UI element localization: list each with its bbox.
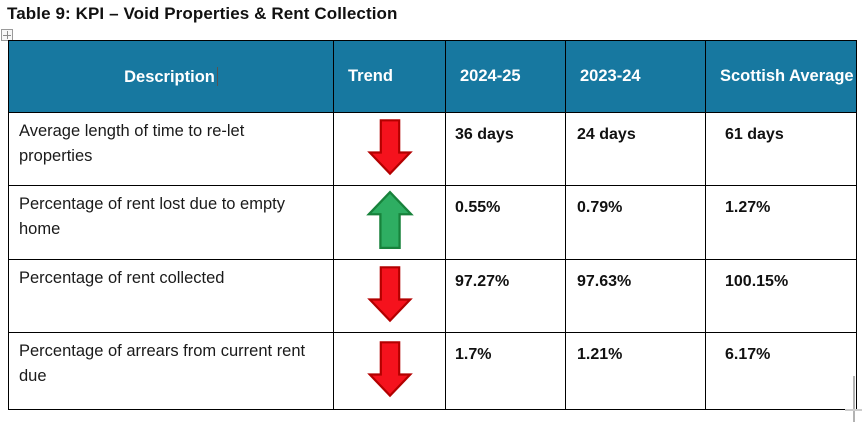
value-scottish-average[interactable]: 100.15%: [705, 259, 857, 333]
header-description[interactable]: Description: [8, 40, 334, 113]
kpi-table: Description Trend 2024-25 2023-24 Scotti…: [8, 40, 857, 410]
header-scottish-average[interactable]: Scottish Average: [705, 40, 857, 113]
table-row: Percentage of rent collected 97.27% 97.6…: [8, 259, 857, 333]
header-row: Description Trend 2024-25 2023-24 Scotti…: [8, 40, 857, 113]
value-scottish-average[interactable]: 61 days: [705, 112, 857, 186]
value-2024-25[interactable]: 1.7%: [445, 332, 566, 410]
table-resize-handle[interactable]: [845, 409, 862, 411]
row-description[interactable]: Average length of time to re-let propert…: [8, 112, 334, 186]
value-2023-24[interactable]: 24 days: [565, 112, 706, 186]
header-trend[interactable]: Trend: [333, 40, 446, 113]
value-scottish-average[interactable]: 6.17%: [705, 332, 857, 410]
value-2023-24[interactable]: 97.63%: [565, 259, 706, 333]
value-2024-25[interactable]: 36 days: [445, 112, 566, 186]
table-row: Percentage of rent lost due to empty hom…: [8, 185, 857, 260]
text-cursor: [216, 66, 218, 86]
row-description[interactable]: Percentage of rent collected: [8, 259, 334, 333]
trend-cell: [333, 332, 446, 410]
value-scottish-average[interactable]: 1.27%: [705, 185, 857, 260]
value-2024-25[interactable]: 97.27%: [445, 259, 566, 333]
trend-cell: [333, 112, 446, 186]
header-2023-24[interactable]: 2023-24: [565, 40, 706, 113]
value-2023-24[interactable]: 1.21%: [565, 332, 706, 410]
table-row: Average length of time to re-let propert…: [8, 112, 857, 186]
header-description-label: Description: [124, 67, 215, 86]
header-2024-25[interactable]: 2024-25: [445, 40, 566, 113]
trend-up-arrow-icon[interactable]: [365, 190, 414, 250]
page-edge-guide: [853, 376, 855, 422]
trend-down-arrow-icon[interactable]: [366, 340, 413, 398]
trend-cell: [333, 259, 446, 333]
row-description[interactable]: Percentage of rent lost due to empty hom…: [8, 185, 334, 260]
trend-cell: [333, 185, 446, 260]
trend-down-arrow-icon[interactable]: [366, 265, 413, 323]
table-title[interactable]: Table 9: KPI – Void Properties & Rent Co…: [7, 4, 398, 23]
value-2023-24[interactable]: 0.79%: [565, 185, 706, 260]
table-row: Percentage of arrears from current rent …: [8, 332, 857, 410]
table-move-handle-icon[interactable]: [1, 29, 13, 41]
trend-down-arrow-icon[interactable]: [366, 118, 413, 176]
value-2024-25[interactable]: 0.55%: [445, 185, 566, 260]
row-description[interactable]: Percentage of arrears from current rent …: [8, 332, 334, 410]
